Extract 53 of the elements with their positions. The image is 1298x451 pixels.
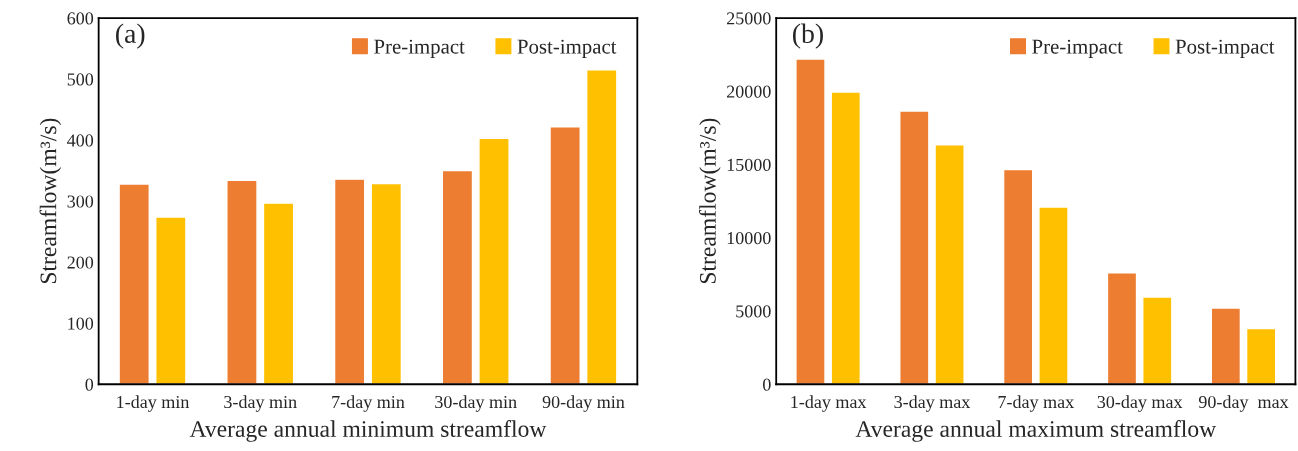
y-tick-label: 500	[67, 73, 94, 86]
legend-label: Post-impact	[517, 39, 617, 58]
x-tick-label: 1-day min	[117, 395, 190, 412]
y-tick-label: 5000	[736, 305, 771, 318]
bar	[899, 110, 930, 385]
bar	[1038, 206, 1069, 385]
bar	[585, 69, 618, 385]
x-tick-label: 3-day max	[894, 395, 971, 412]
bar	[118, 183, 150, 385]
bar	[370, 182, 403, 385]
x-tick-label: 3-day min	[224, 395, 297, 412]
bar	[830, 91, 862, 385]
x-tick-label: 7-day max	[998, 395, 1074, 412]
annotation: (b)	[793, 23, 823, 49]
bar	[1106, 272, 1138, 385]
y-axis-title: Streamflow(m³/s)	[39, 118, 62, 284]
y-axis-title: Streamflow(m³/s)	[699, 118, 721, 284]
bar	[478, 137, 510, 385]
y-tick-label: 400	[67, 134, 94, 147]
bar	[333, 178, 366, 385]
x-tick-label: 7-day min	[332, 395, 405, 412]
bar	[226, 179, 258, 385]
legend-label: Pre-impact	[374, 39, 465, 58]
y-tick-label: 20000	[727, 85, 771, 98]
y-tick-label: 25000	[727, 12, 771, 25]
x-tick-label: 90-day max	[1198, 395, 1289, 412]
x-tick-label: 30-day min	[435, 395, 517, 412]
bar	[934, 144, 965, 385]
y-tick-label: 15000	[727, 158, 771, 171]
bar	[1210, 307, 1242, 385]
legend-label: Pre-impact	[1032, 39, 1123, 58]
legend-label: Post-impact	[1175, 39, 1275, 58]
bar	[795, 58, 826, 385]
y-tick-label: 300	[67, 195, 94, 208]
x-axis-title: Average annual minimum streamflow	[189, 420, 547, 442]
annotation: (a)	[116, 23, 145, 49]
y-tick-label: 100	[68, 317, 94, 330]
x-axis-title: Average annual maximum streamflow	[855, 420, 1217, 442]
bar	[155, 216, 187, 385]
y-tick-label: 0	[85, 378, 94, 391]
x-tick-label: 30-day max	[1097, 395, 1183, 412]
bar	[1245, 327, 1277, 385]
y-tick-label: 600	[67, 12, 94, 25]
bar	[262, 202, 295, 385]
bar	[1142, 296, 1173, 385]
bar	[549, 125, 581, 385]
x-tick-label: 90-day min	[542, 395, 625, 412]
bar	[1002, 168, 1034, 385]
y-tick-label: 0	[763, 378, 771, 391]
bar	[441, 169, 474, 385]
y-tick-label: 200	[67, 256, 94, 269]
x-tick-label: 1-day max	[791, 395, 867, 412]
y-tick-label: 10000	[727, 232, 771, 245]
